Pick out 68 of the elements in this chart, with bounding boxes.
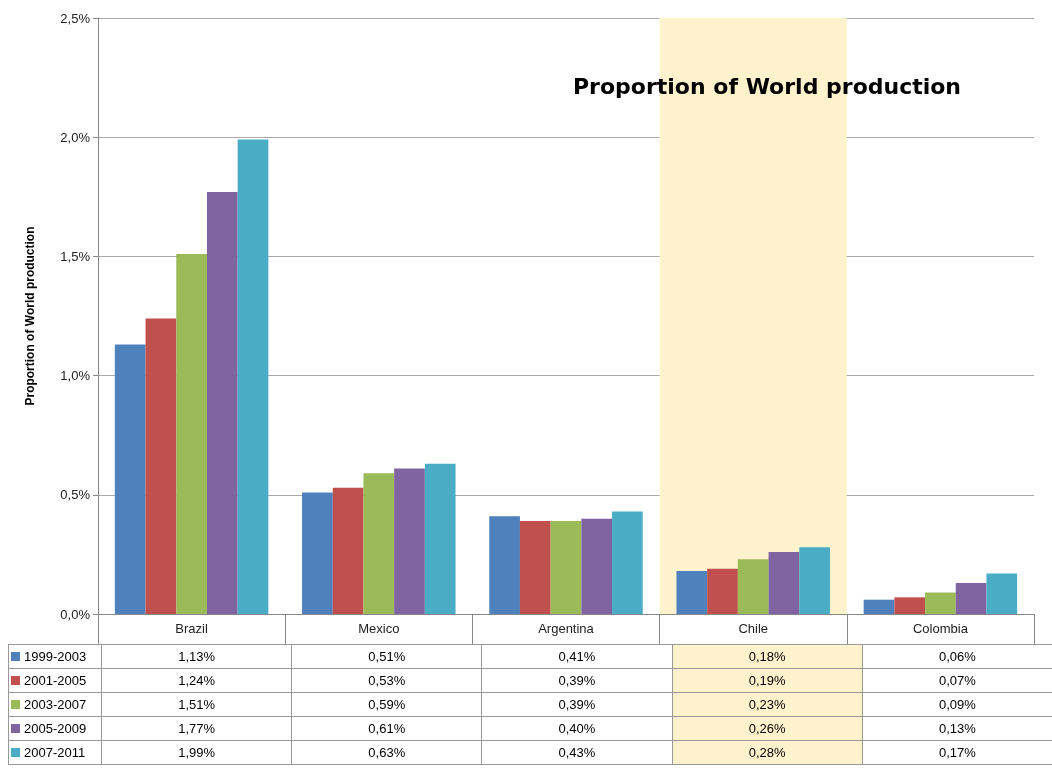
y-tick-label: 2,5% (60, 10, 91, 26)
bar (894, 597, 926, 614)
bar (863, 599, 895, 614)
bar (489, 516, 520, 614)
data-label: 0,39% (481, 668, 673, 693)
data-label: 0,28% (672, 740, 863, 765)
y-tick-label: 0,5% (60, 487, 91, 503)
data-label: 0,61% (291, 716, 482, 741)
data-label: 0,17% (862, 740, 1052, 765)
bar (363, 473, 395, 614)
data-label: 0,51% (291, 644, 482, 669)
data-label: 0,23% (672, 692, 863, 717)
y-tick-label: 0,0% (60, 606, 91, 622)
bar (768, 552, 800, 614)
legend-label: 2005-2009 (24, 721, 87, 736)
bar (424, 463, 456, 614)
data-label: 1,99% (101, 740, 292, 765)
bar (550, 521, 582, 614)
y-tick-label: 2,0% (60, 129, 91, 145)
x-tick-label: Argentina (538, 621, 595, 636)
data-label: 0,40% (481, 716, 673, 741)
data-label: 0,18% (672, 644, 863, 669)
bar (799, 547, 830, 614)
data-label: 0,53% (291, 668, 482, 693)
bar (332, 487, 364, 614)
data-label: 0,19% (672, 668, 863, 693)
data-label: 1,13% (101, 644, 292, 669)
bar (612, 511, 643, 614)
legend-label: 1999-2003 (24, 649, 87, 664)
bar (737, 559, 769, 614)
bar (676, 571, 708, 614)
data-label: 0,07% (862, 668, 1052, 693)
bar (925, 592, 956, 614)
bar (955, 583, 987, 614)
data-label: 0,09% (862, 692, 1052, 717)
data-label: 1,51% (101, 692, 292, 717)
data-label: 0,26% (672, 716, 863, 741)
data-label: 0,63% (291, 740, 482, 765)
legend-label: 2007-2011 (24, 745, 86, 760)
data-label: 1,24% (101, 668, 292, 693)
text: Proportion of World production (573, 73, 962, 99)
legend-label: 2003-2007 (24, 697, 87, 712)
data-label: 0,39% (481, 692, 673, 717)
x-tick-label: Chile (738, 621, 769, 636)
x-tick-label: Brazil (175, 621, 208, 636)
bar (986, 573, 1018, 614)
data-label: 0,06% (862, 644, 1052, 669)
bar (394, 468, 425, 614)
bar (114, 344, 146, 614)
legend-label: 2001-2005 (24, 673, 87, 688)
data-label: 0,41% (481, 644, 673, 669)
bar (581, 518, 613, 614)
data-label: 1,77% (101, 716, 292, 741)
y-axis-title: Proportion of World production (23, 226, 37, 406)
x-tick-label: Mexico (358, 621, 400, 636)
bar (519, 521, 551, 614)
data-label: 0,59% (291, 692, 482, 717)
bar (206, 192, 238, 614)
data-label: 0,13% (862, 716, 1052, 741)
bar (302, 492, 333, 614)
y-tick-label: 1,0% (60, 368, 91, 384)
y-tick-label: 1,5% (60, 248, 91, 264)
bar (145, 318, 177, 614)
data-label: 0,43% (481, 740, 673, 765)
bar (707, 568, 738, 614)
x-tick-label: Colombia (912, 621, 969, 636)
bar (237, 139, 269, 614)
bar (176, 254, 207, 614)
